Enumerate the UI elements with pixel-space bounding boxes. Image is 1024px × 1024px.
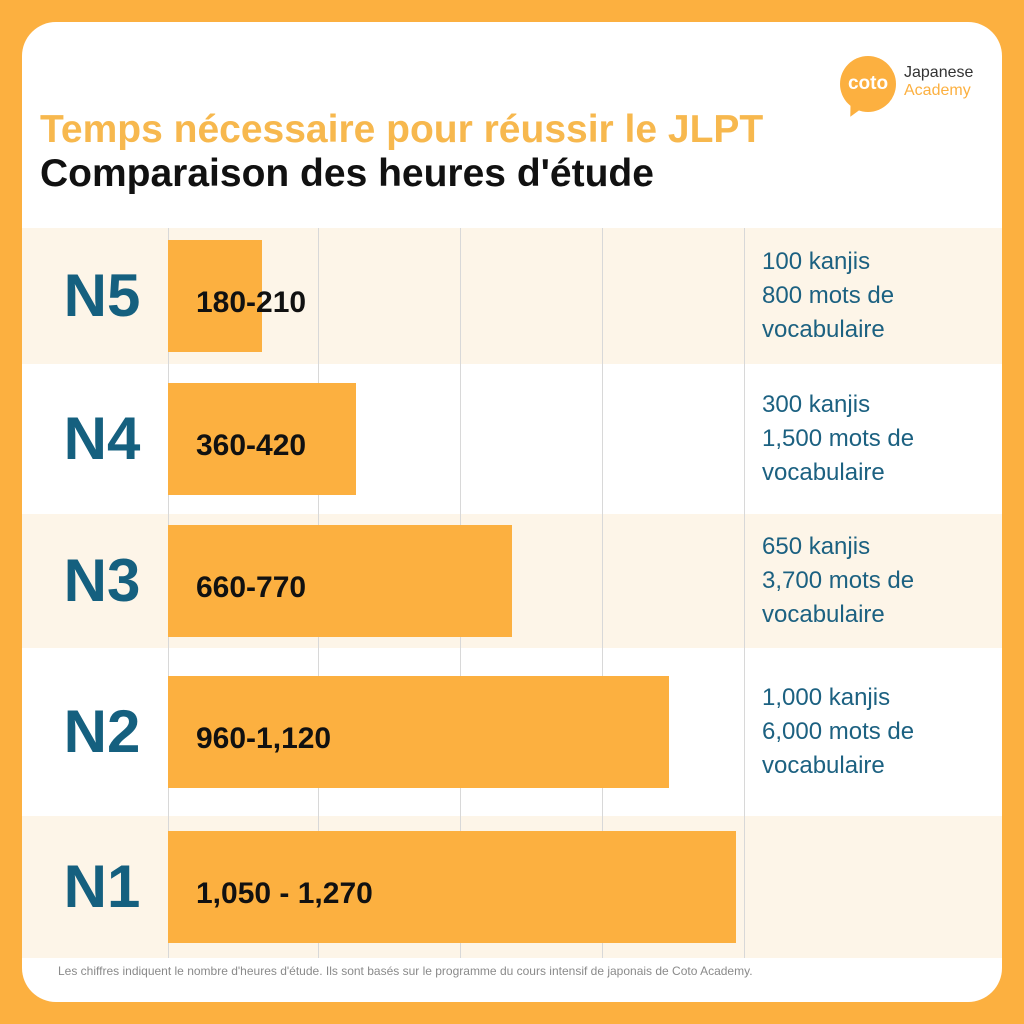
bar-n3 — [168, 525, 512, 637]
logo-badge: coto — [840, 56, 896, 112]
level-label-n5: N5 — [63, 262, 141, 329]
requirements-note-line: 650 kanjis — [762, 533, 871, 560]
requirements-note-n5: 100 kanjis 800 mots de vocabulaire — [762, 245, 987, 347]
chart-subtitle: Comparaison des heures d'étude — [40, 152, 654, 195]
bar-n2 — [168, 676, 669, 788]
coto-academy-logo: coto Japanese Academy — [840, 56, 1000, 146]
requirements-note-line: 800 mots de — [762, 282, 895, 309]
bar-n5 — [168, 240, 262, 352]
requirements-note-n3: 650 kanjis 3,700 mots de vocabulaire — [762, 530, 987, 632]
footnote: Les chiffres indiquent le nombre d'heure… — [58, 964, 753, 978]
requirements-note-line: vocabulaire — [762, 316, 885, 343]
level-label-n4: N4 — [63, 405, 141, 472]
requirements-note-n4: 300 kanjis 1,500 mots de vocabulaire — [762, 388, 987, 490]
bar-n1 — [168, 831, 736, 943]
study-hours-chart: N5 180-210 100 kanjis 800 mots de vocabulair… — [22, 228, 1002, 958]
level-label-n3: N3 — [63, 547, 141, 614]
bar-value-label-n3: 660-770 — [196, 571, 307, 604]
grid-line — [602, 228, 603, 958]
requirements-note-line: 300 kanjis — [762, 391, 871, 418]
bar-value-label-n2: 960-1,120 — [196, 722, 332, 755]
logo-text-academy: Academy — [904, 82, 971, 99]
chart-title: Temps nécessaire pour réussir le JLPT — [40, 108, 764, 151]
bar-n4 — [168, 383, 356, 495]
requirements-note-line: 100 kanjis — [762, 248, 871, 275]
requirements-note-line: vocabulaire — [762, 601, 885, 628]
level-label-n2: N2 — [63, 698, 141, 765]
requirements-note-line: vocabulaire — [762, 459, 885, 486]
requirements-note-n2: 1,000 kanjis 6,000 mots de vocabulaire — [762, 681, 987, 783]
requirements-note-line: 3,700 mots de — [762, 567, 915, 594]
requirements-note-line: 1,500 mots de — [762, 425, 915, 452]
infographic-card: coto Japanese Academy Temps nécessaire p… — [22, 22, 1002, 1002]
logo-text-japanese: Japanese — [904, 64, 974, 81]
requirements-note-line: vocabulaire — [762, 752, 885, 779]
grid-line — [744, 228, 745, 958]
bar-value-label-n4: 360-420 — [196, 429, 307, 462]
bar-value-label-n1: 1,050 - 1,270 — [196, 877, 373, 910]
level-label-n1: N1 — [63, 853, 141, 920]
bar-value-label-n5: 180-210 — [196, 286, 307, 319]
requirements-note-line: 1,000 kanjis — [762, 684, 891, 711]
requirements-note-line: 6,000 mots de — [762, 718, 915, 745]
